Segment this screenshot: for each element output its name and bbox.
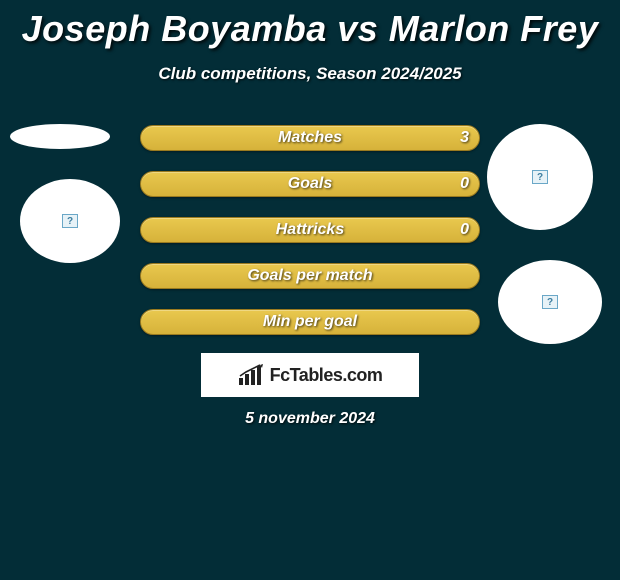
question-mark-icon: ? xyxy=(547,297,553,308)
stat-value-right: 0 xyxy=(460,172,469,196)
stat-value-right: 3 xyxy=(460,126,469,150)
stat-row-hattricks: Hattricks 0 xyxy=(140,217,480,243)
stat-row-goals-per-match: Goals per match xyxy=(140,263,480,289)
stat-row-goals: Goals 0 xyxy=(140,171,480,197)
stat-label: Min per goal xyxy=(141,310,479,334)
stat-value-right: 0 xyxy=(460,218,469,242)
stat-label: Hattricks xyxy=(141,218,479,242)
missing-image-icon: ? xyxy=(62,214,78,228)
stat-label: Goals xyxy=(141,172,479,196)
player2-badge-placeholder-a: ? xyxy=(487,124,593,230)
page-title: Joseph Boyamba vs Marlon Frey xyxy=(0,0,620,50)
player1-badge-placeholder-a xyxy=(10,124,110,149)
player1-badge-placeholder-b: ? xyxy=(20,179,120,263)
stat-label: Matches xyxy=(141,126,479,150)
missing-image-icon: ? xyxy=(542,295,558,309)
stat-row-min-per-goal: Min per goal xyxy=(140,309,480,335)
stat-row-matches: Matches 3 xyxy=(140,125,480,151)
stats-container: Matches 3 Goals 0 Hattricks 0 Goals per … xyxy=(140,125,480,355)
date-text: 5 november 2024 xyxy=(0,410,620,428)
missing-image-icon: ? xyxy=(532,170,548,184)
bars-growth-icon xyxy=(238,364,264,386)
question-mark-icon: ? xyxy=(67,216,73,227)
page-subtitle: Club competitions, Season 2024/2025 xyxy=(0,64,620,84)
player2-badge-placeholder-b: ? xyxy=(498,260,602,344)
stat-label: Goals per match xyxy=(141,264,479,288)
question-mark-icon: ? xyxy=(537,172,543,183)
brand-box: FcTables.com xyxy=(201,353,419,397)
brand-text: FcTables.com xyxy=(270,365,383,386)
